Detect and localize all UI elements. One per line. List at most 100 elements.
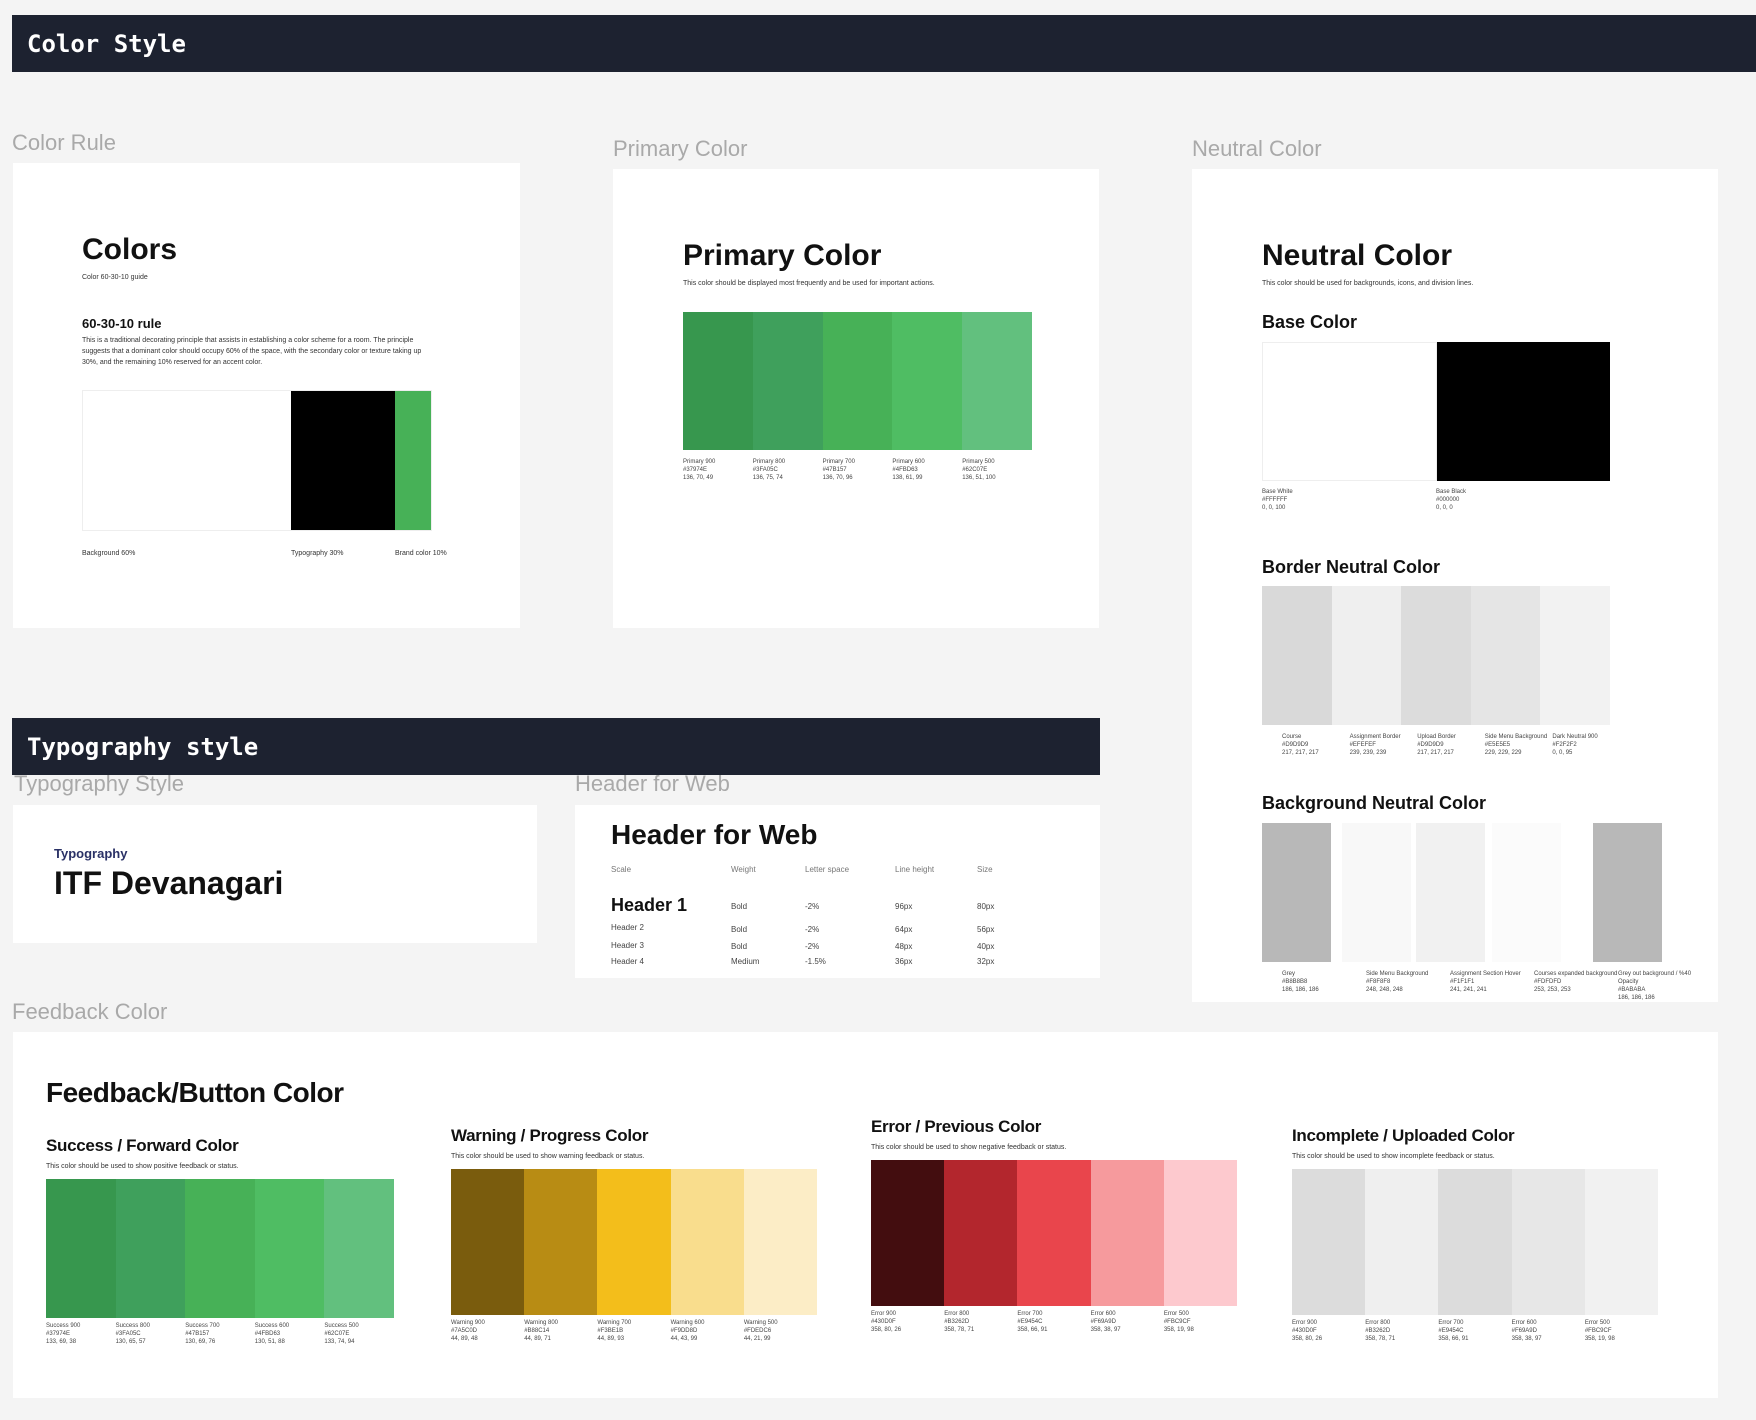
caption-rgb: 136, 70, 49	[683, 475, 714, 481]
group-title: Incomplete / Uploaded Color	[1292, 1126, 1515, 1145]
bg-swatch	[1416, 823, 1485, 962]
caption-name: Dark Neutral 900	[1552, 734, 1598, 740]
caption-hex: #F69A9D	[1090, 1319, 1116, 1325]
incomplete-swatch	[1438, 1169, 1512, 1315]
swatch-caption: Error 800 #B3262D 358, 78, 71	[1365, 1315, 1438, 1343]
row-h1-ls: -2%	[805, 902, 820, 911]
caption-name: Grey	[1282, 971, 1296, 977]
caption-hex: #47B157	[822, 467, 847, 473]
caption-hex: #E5E5E5	[1484, 742, 1511, 748]
row-h3-lh: 48px	[895, 942, 913, 951]
caption-name: Warning 600	[670, 1320, 705, 1326]
caption-rgb: 229, 229, 229	[1484, 750, 1522, 756]
error-swatch	[871, 1160, 945, 1306]
caption-rgb: 130, 69, 76	[185, 1339, 216, 1345]
typography-style-title: Typography style	[27, 733, 259, 761]
caption-rgb: 44, 89, 48	[451, 1336, 478, 1342]
primary-desc: This color should be displayed most freq…	[683, 280, 935, 287]
caption-hex: #430D0F	[871, 1319, 896, 1325]
caption-name: Error 800	[1365, 1320, 1391, 1326]
caption-name: Primary 700	[822, 459, 855, 465]
caption-name: Primary 900	[683, 459, 716, 465]
row-h1-lh: 96px	[895, 902, 913, 911]
caption-rgb: 130, 51, 88	[254, 1339, 285, 1345]
caption-rgb: 239, 239, 239	[1349, 750, 1387, 756]
row-h4-size: 32px	[977, 957, 995, 966]
caption-name: Error 500	[1163, 1311, 1189, 1317]
incomplete-swatch	[1365, 1169, 1439, 1315]
swatch-caption: Courses expanded background #FDFDFD 253, 2…	[1534, 966, 1618, 1002]
header-for-web-title: Header for Web	[611, 819, 818, 850]
feedback-group-success: Success / Forward Color This color shoul…	[46, 1136, 396, 1346]
base-captions: Base White #FFFFFF 0, 0, 100 Base Black #00…	[1262, 484, 1610, 512]
border-neutral-title: Border Neutral Color	[1262, 557, 1441, 577]
caption-hex: #BABABA	[1618, 987, 1646, 993]
caption-rgb: 44, 89, 93	[597, 1336, 625, 1342]
caption-name: Upload Border	[1417, 734, 1456, 740]
neutral-desc: This color should be used for background…	[1262, 280, 1474, 287]
row-h4-scale: Header 4	[611, 957, 644, 966]
col-letter-space: Letter space	[805, 865, 850, 874]
swatch-caption: Assignment Border #EFEFEF 239, 239, 239	[1350, 729, 1418, 757]
swatch-caption: Warning 700 #F3BE1B 44, 89, 93	[597, 1315, 670, 1343]
swatch-caption: Error 500 #FBC9CF 358, 19, 98	[1585, 1315, 1658, 1343]
caption-rgb: 358, 80, 26	[871, 1327, 902, 1333]
swatch-caption: Error 600 #F69A9D 358, 38, 97	[1091, 1306, 1164, 1334]
swatch-caption: Success 900 #37974E 133, 69, 38	[46, 1318, 116, 1346]
label-typography-style: Typography Style	[14, 771, 184, 796]
caption-hex: #F3BE1B	[597, 1328, 624, 1334]
swatch-caption: Base Black #000000 0, 0, 0	[1436, 484, 1610, 512]
incomplete-swatch	[1292, 1169, 1366, 1315]
caption-hex: #430D0F	[1292, 1328, 1317, 1334]
swatch-caption: Base White #FFFFFF 0, 0, 100	[1262, 484, 1436, 512]
row-h1-weight: Bold	[731, 902, 748, 911]
caption-name: Error 500	[1584, 1320, 1610, 1326]
caption-name: Success 500	[324, 1323, 359, 1329]
ratio-bar	[82, 390, 432, 531]
ratio-typography	[291, 391, 395, 530]
group-desc: This color should be used to show positi…	[46, 1163, 239, 1170]
error-captions: Error 900 #430D0F 358, 80, 26 Error 800 #B3…	[871, 1306, 1237, 1334]
swatch-caption: Error 600 #F69A9D 358, 38, 97	[1512, 1315, 1585, 1343]
primary-swatch-strip	[683, 312, 1032, 450]
bg-swatch-row	[1262, 823, 1662, 962]
swatch-caption: Warning 600 #F9DD8D 44, 43, 99	[671, 1315, 744, 1343]
bg-swatch	[1342, 823, 1411, 962]
col-weight: Weight	[731, 865, 756, 874]
caption-hex: #62C07E	[962, 467, 988, 473]
swatch-caption: Error 700 #E9454C 358, 66, 91	[1438, 1315, 1511, 1343]
ratio-label-typography: Typography 30%	[291, 550, 344, 557]
row-h2-lh: 64px	[895, 925, 913, 934]
caption-hex: #F1F1F1	[1450, 979, 1475, 985]
caption-name: Side Menu Background	[1484, 734, 1548, 740]
caption-name: Error 900	[871, 1311, 897, 1317]
caption-rgb: 248, 248, 248	[1366, 987, 1403, 993]
feedback-group-warning: Warning / Progress Color This color shou…	[451, 1126, 818, 1343]
warning-swatch	[524, 1169, 598, 1315]
background-neutral-title: Background Neutral Color	[1262, 793, 1487, 813]
border-swatch-strip	[1262, 586, 1610, 725]
color-style-title: Color Style	[27, 30, 186, 58]
caption-rgb: 358, 80, 26	[1292, 1336, 1323, 1342]
feedback-group-error: Error / Previous Color This color should…	[871, 1117, 1238, 1334]
colors-card: Colors Color 60-30-10 guide 60-30-10 rul…	[13, 163, 520, 628]
caption-hex: #FDFDFD	[1534, 979, 1562, 985]
warning-swatch-strip	[451, 1169, 818, 1315]
feedback-card: Feedback/Button Color Success / Forward …	[13, 1032, 1718, 1398]
swatch-caption: Success 700 #47B157 130, 69, 76	[185, 1318, 255, 1346]
primary-swatch	[752, 312, 823, 450]
caption-hex: #E9454C	[1438, 1328, 1464, 1334]
border-swatch	[1470, 586, 1541, 725]
ratio-label-background: Background 60%	[82, 550, 136, 557]
caption-hex: #F9DD8D	[670, 1328, 698, 1334]
typography-kicker: Typography	[54, 846, 128, 861]
incomplete-swatch-strip	[1292, 1169, 1659, 1315]
col-size: Size	[977, 865, 993, 874]
caption-name: Success 800	[115, 1323, 150, 1329]
row-h2-weight: Bold	[731, 925, 748, 934]
caption-hex: #3FA05C	[752, 467, 778, 473]
primary-swatch	[962, 312, 1032, 450]
bg-swatch	[1492, 823, 1561, 962]
col-scale: Scale	[611, 865, 632, 874]
caption-name: Courses expanded background	[1534, 971, 1618, 977]
